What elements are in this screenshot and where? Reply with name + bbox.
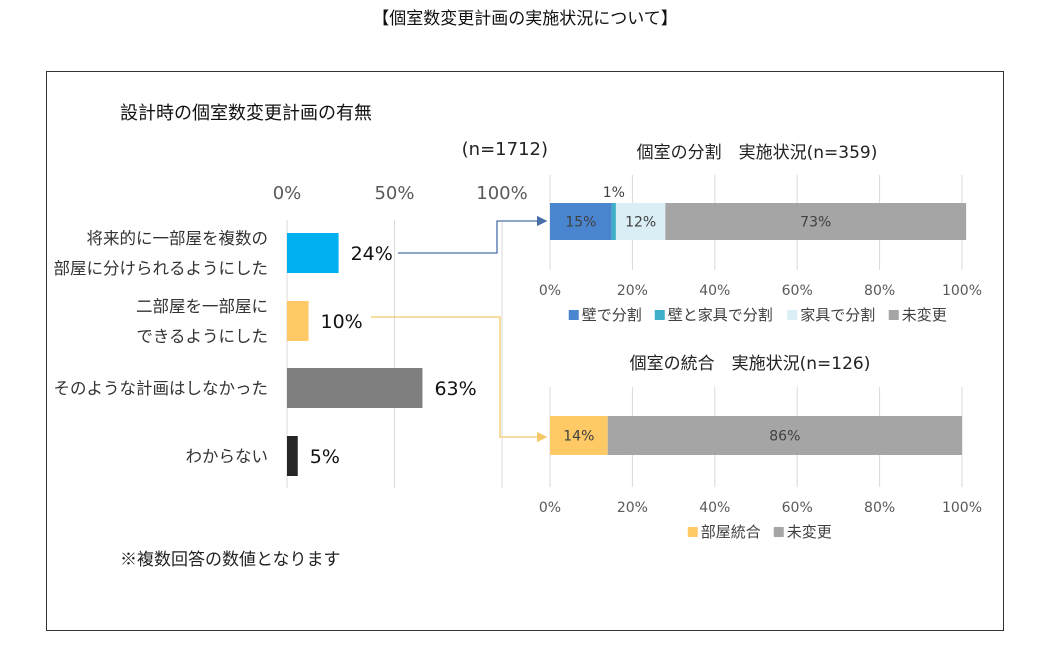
- footnote: ※複数回答の数値となります: [120, 550, 341, 570]
- x-tick-label: 50%: [374, 183, 414, 204]
- connector-split: [398, 215, 548, 254]
- legend-swatch: [687, 527, 698, 537]
- segment-label: 14%: [563, 429, 594, 445]
- legend-swatch: [888, 310, 899, 320]
- split-chart-title: 個室の分割 実施状況(n=359): [637, 143, 878, 163]
- bar: [287, 301, 309, 341]
- main-chart-sample-size: (n=1712): [462, 139, 548, 160]
- merge-stacked-chart: 0% 20% 40% 60% 80% 100% 14% 86% 部屋統合 未変更: [539, 387, 982, 541]
- x-tick-label: 40%: [699, 500, 730, 516]
- x-tick-label: 0%: [273, 183, 302, 204]
- x-tick-label: 40%: [699, 283, 730, 299]
- bar-segment: [607, 416, 962, 455]
- segment-label: 86%: [769, 429, 800, 445]
- category-label: 将来的に一部屋を複数の: [87, 229, 269, 248]
- value-label: 24%: [351, 243, 393, 265]
- legend-label: 家具で分割: [800, 306, 875, 324]
- page-title: 【個室数変更計画の実施状況について】: [372, 9, 678, 29]
- bar: [287, 368, 423, 408]
- segment-label: 73%: [800, 215, 831, 231]
- legend-swatch: [787, 310, 798, 320]
- legend-swatch: [568, 310, 579, 320]
- category-label: そのような計画はしなかった: [54, 379, 269, 398]
- legend-label: 壁と家具で分割: [668, 306, 773, 324]
- value-label: 5%: [310, 446, 340, 468]
- x-tick-label: 80%: [864, 500, 895, 516]
- category-label: できるようにした: [136, 327, 268, 346]
- main-chart-title: 設計時の個室数変更計画の有無: [120, 103, 372, 124]
- x-tick-label: 20%: [617, 500, 648, 516]
- bar: [287, 436, 298, 476]
- x-tick-label: 0%: [539, 500, 561, 516]
- x-tick-label: 0%: [539, 283, 561, 299]
- legend-label: 部屋統合: [701, 523, 761, 541]
- x-tick-label: 60%: [782, 500, 813, 516]
- legend-swatch: [773, 527, 784, 537]
- bar-segment: [611, 203, 616, 240]
- segment-label: 15%: [565, 215, 596, 231]
- legend-label: 未変更: [787, 523, 832, 541]
- segment-label: 12%: [625, 215, 656, 231]
- x-tick-label: 100%: [942, 283, 982, 299]
- bar-segment: [615, 203, 666, 240]
- legend-swatch: [654, 310, 665, 320]
- chart-frame: [46, 71, 1004, 631]
- merge-chart-title: 個室の統合 実施状況(n=126): [630, 354, 871, 374]
- bar: [287, 233, 339, 273]
- x-tick-label: 100%: [942, 500, 982, 516]
- bar-segment: [665, 203, 967, 240]
- connector-merge: [371, 316, 548, 443]
- connector-arrows: [371, 215, 548, 443]
- x-tick-label: 60%: [782, 283, 813, 299]
- category-label: わからない: [186, 447, 269, 466]
- value-label: 63%: [434, 378, 476, 400]
- category-label: 二部屋を一部屋に: [136, 297, 268, 316]
- segment-label: 1%: [603, 185, 625, 201]
- category-label: 部屋に分けられるようにした: [54, 259, 269, 278]
- value-label: 10%: [321, 311, 363, 333]
- legend-label: 壁で分割: [582, 306, 642, 324]
- x-tick-label: 20%: [617, 283, 648, 299]
- legend-label: 未変更: [902, 306, 947, 324]
- split-stacked-chart: 0% 20% 40% 60% 80% 100% 15% 1%12% 73% 壁で分割 壁と家具で分割…: [539, 175, 982, 324]
- bar-segment: [550, 203, 612, 240]
- bar-segment: [550, 416, 608, 455]
- x-tick-label: 80%: [864, 283, 895, 299]
- x-tick-label: 100%: [476, 183, 527, 204]
